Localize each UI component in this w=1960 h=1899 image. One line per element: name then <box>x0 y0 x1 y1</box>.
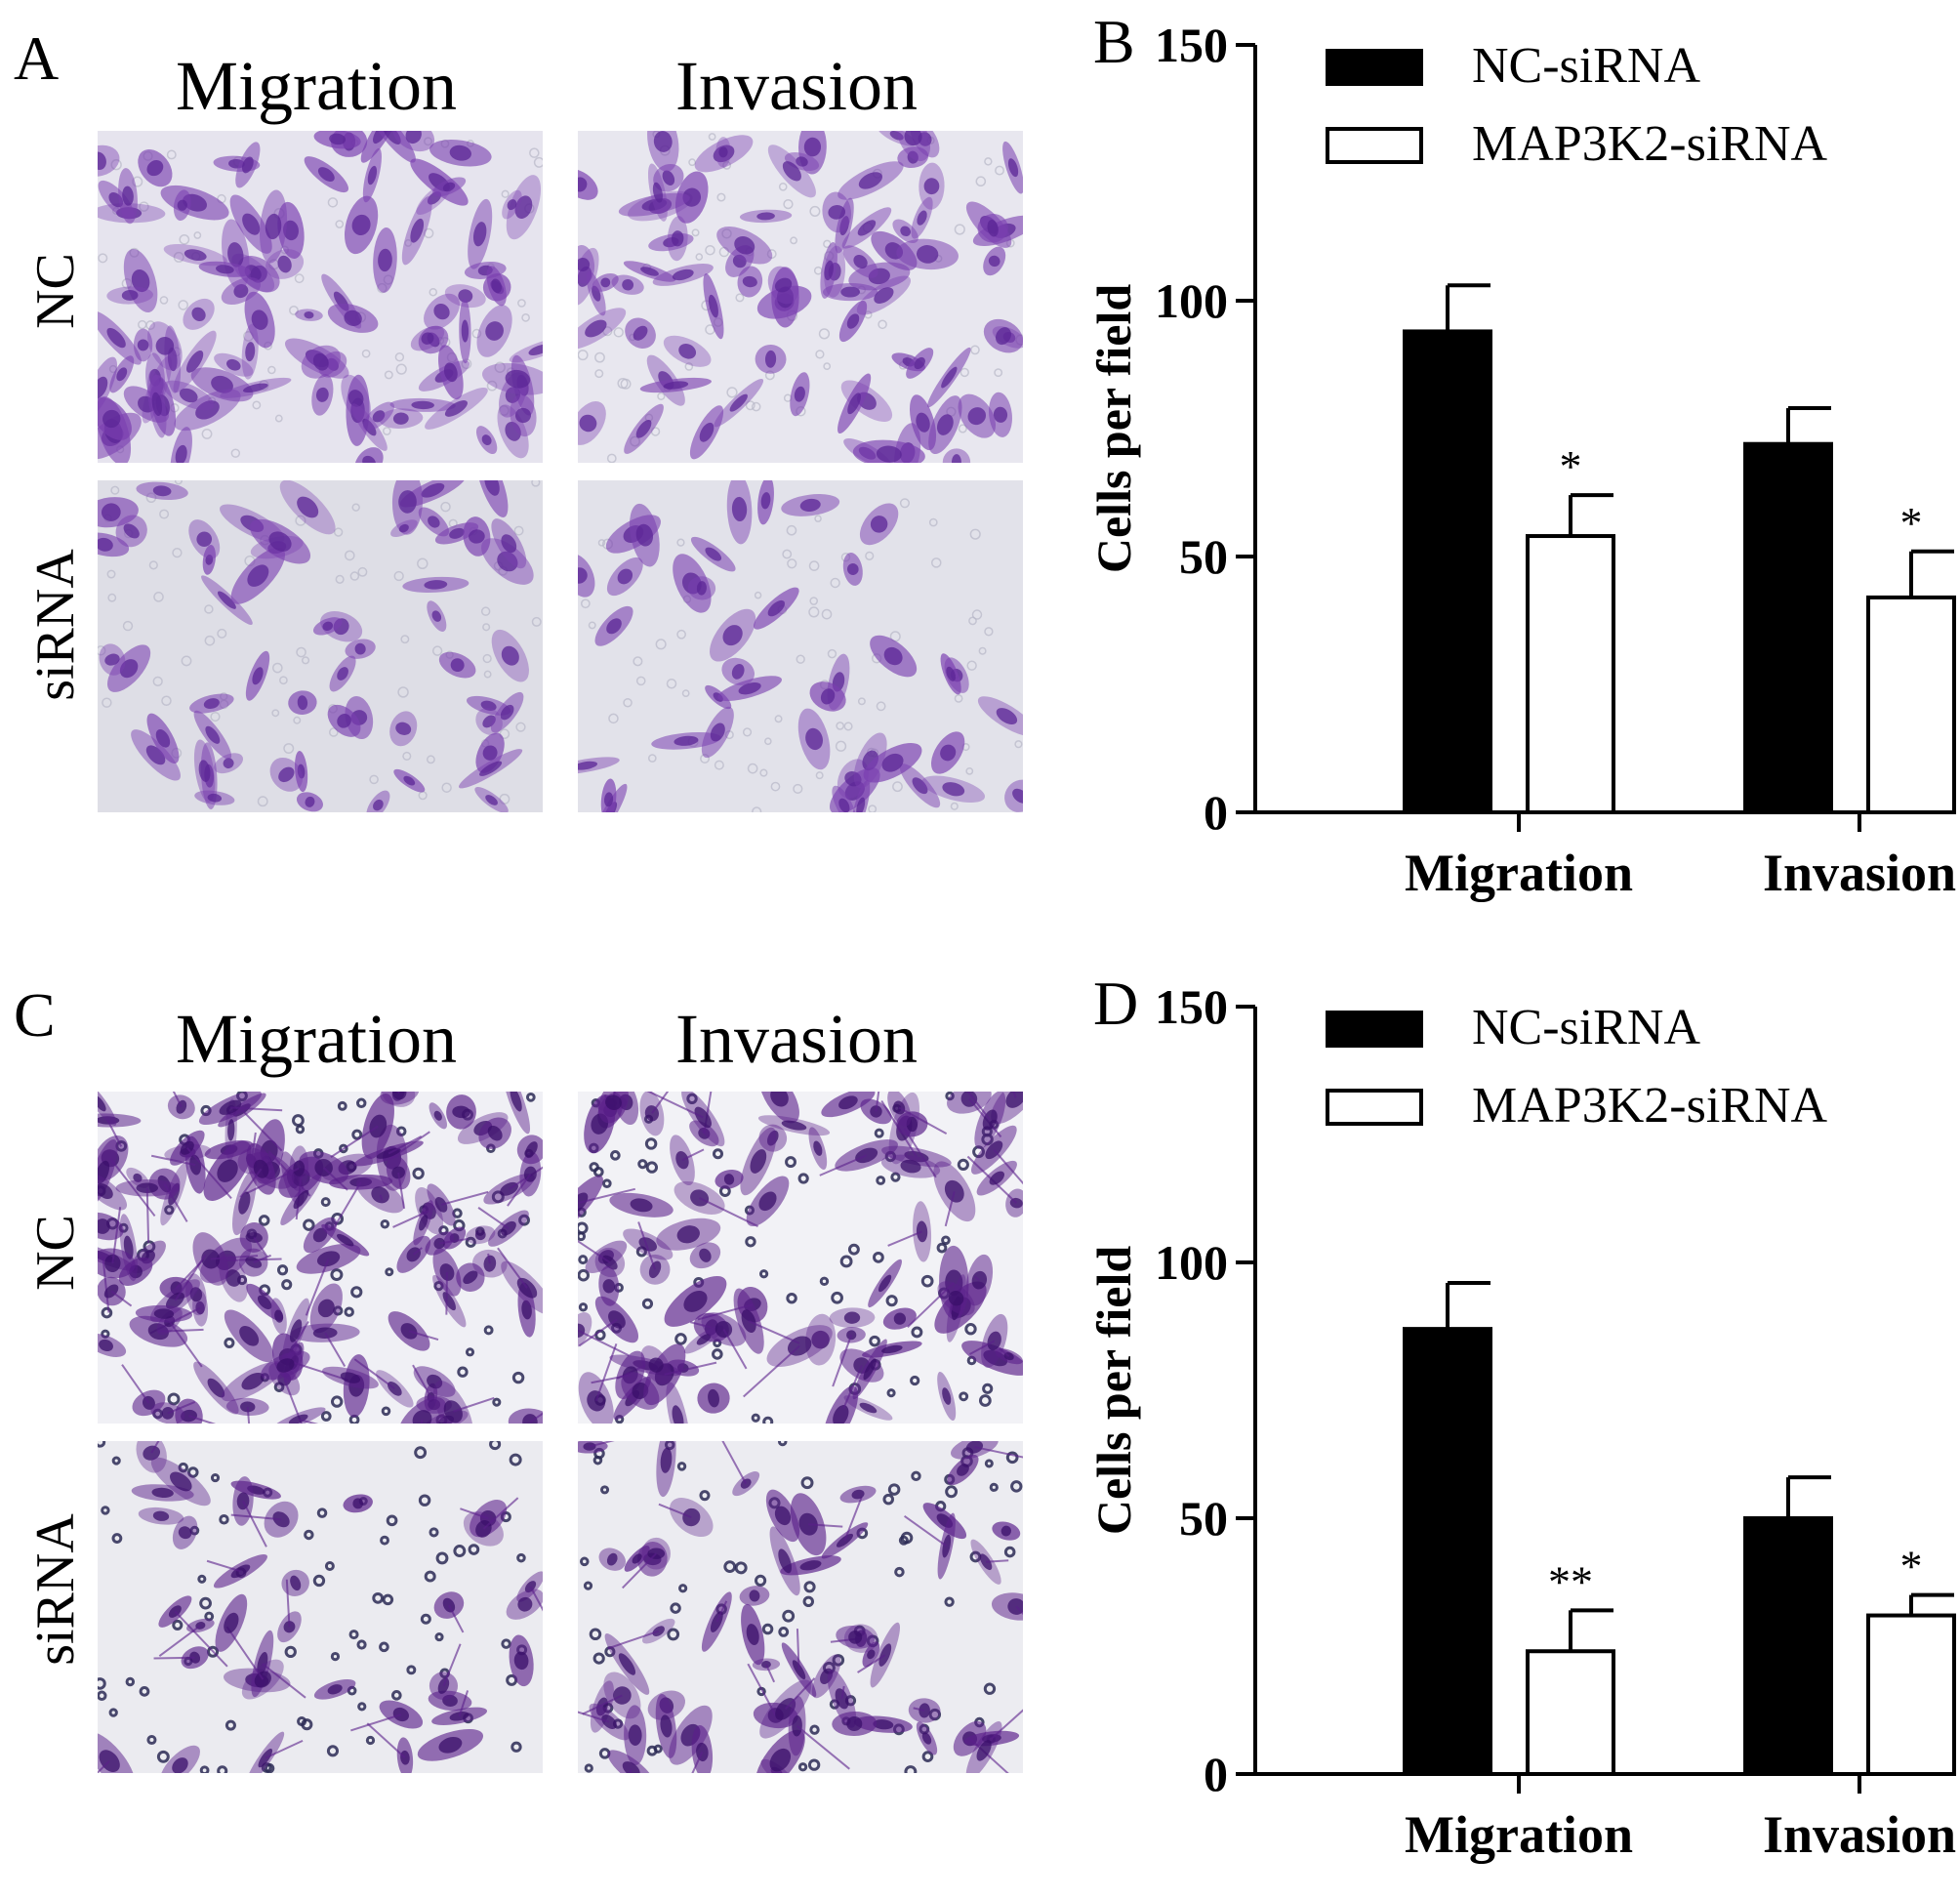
micrograph-c-sirna-invasion-image <box>578 1441 1023 1773</box>
micrograph-c-nc-migration <box>98 1092 543 1424</box>
micrograph-a-sirna-migration <box>98 480 543 812</box>
micrograph-a-nc-invasion-image <box>578 131 1023 463</box>
legend-label: NC-siRNA <box>1472 1000 1700 1055</box>
panel-letter-b: B <box>1093 7 1135 76</box>
micrograph-a-nc-migration <box>98 131 543 463</box>
bar-map3k2-sirna-migration <box>1526 1649 1615 1776</box>
bar-nc-sirna-migration <box>1403 329 1492 814</box>
column-header-migration-c: Migration <box>176 1000 457 1078</box>
y-tick-label: 100 <box>1155 273 1228 328</box>
bar-nc-sirna-migration <box>1403 1327 1492 1776</box>
row-label-nc: NC <box>25 253 86 329</box>
micrograph-a-sirna-invasion-image <box>578 480 1023 812</box>
bar-chart-b: B 0 50 100 150 Cells per field Migration * Invas… <box>1064 0 1960 937</box>
bar-nc-sirna-invasion <box>1743 1516 1833 1776</box>
micrograph-c-nc-invasion <box>578 1092 1023 1424</box>
legend-swatch <box>1326 127 1423 164</box>
y-tick-label: 0 <box>1204 785 1228 840</box>
micrograph-c-nc-invasion-image <box>578 1092 1023 1424</box>
bar-nc-sirna-invasion <box>1743 441 1833 814</box>
column-header-migration: Migration <box>176 47 457 125</box>
y-tick-label: 50 <box>1179 1491 1228 1546</box>
micrograph-a-sirna-migration-image <box>98 480 543 812</box>
panel-letter-a: A <box>14 23 60 93</box>
y-axis-label: Cells per field <box>1086 1246 1141 1535</box>
y-tick-label: 100 <box>1155 1235 1228 1290</box>
micrograph-c-sirna-invasion <box>578 1441 1023 1773</box>
row-label-nc-c: NC <box>25 1215 86 1291</box>
row-label-sirna-c: siRNA <box>25 1513 86 1666</box>
significance-marker: * <box>1560 441 1582 491</box>
y-tick-label: 150 <box>1155 979 1228 1034</box>
panel-letter-c: C <box>14 980 56 1050</box>
legend-swatch <box>1326 1089 1423 1126</box>
x-category-label: Migration <box>1405 844 1633 902</box>
row-label-sirna: siRNA <box>25 549 86 701</box>
y-axis-label: Cells per field <box>1086 284 1141 573</box>
legend-label: MAP3K2-siRNA <box>1472 116 1827 172</box>
column-header-invasion: Invasion <box>675 47 918 125</box>
significance-marker: ** <box>1548 1556 1593 1606</box>
x-category-label: Invasion <box>1763 844 1956 902</box>
legend-swatch <box>1326 49 1423 86</box>
y-tick-label: 0 <box>1204 1747 1228 1801</box>
panel-letter-d: D <box>1093 969 1138 1038</box>
bar-map3k2-sirna-migration <box>1526 534 1615 814</box>
y-tick-label: 50 <box>1179 529 1228 584</box>
bar-chart-b-svg: B 0 50 100 150 Cells per field Migration * Invas… <box>1086 7 1956 902</box>
bar-chart-d: D 0 50 100 150 Cells per field Migration ** Inva… <box>1064 962 1960 1899</box>
significance-marker: * <box>1900 498 1923 548</box>
bar-chart-d-svg: D 0 50 100 150 Cells per field Migration ** Inva… <box>1086 969 1956 1864</box>
legend-label: NC-siRNA <box>1472 38 1700 94</box>
x-category-label: Migration <box>1405 1805 1633 1864</box>
micrograph-a-nc-migration-image <box>98 131 543 463</box>
legend-swatch <box>1326 1011 1423 1048</box>
x-category-label: Invasion <box>1763 1805 1956 1864</box>
micrograph-c-sirna-migration-image <box>98 1441 543 1773</box>
micrograph-c-nc-migration-image <box>98 1092 543 1424</box>
micrograph-a-sirna-invasion <box>578 480 1023 812</box>
y-tick-label: 150 <box>1155 18 1228 72</box>
micrograph-a-nc-invasion <box>578 131 1023 463</box>
micrograph-c-sirna-migration <box>98 1441 543 1773</box>
column-header-invasion-c: Invasion <box>675 1000 918 1078</box>
legend-label: MAP3K2-siRNA <box>1472 1078 1827 1134</box>
bar-map3k2-sirna-invasion <box>1866 1613 1956 1776</box>
bar-map3k2-sirna-invasion <box>1866 595 1956 814</box>
significance-marker: * <box>1900 1542 1923 1591</box>
